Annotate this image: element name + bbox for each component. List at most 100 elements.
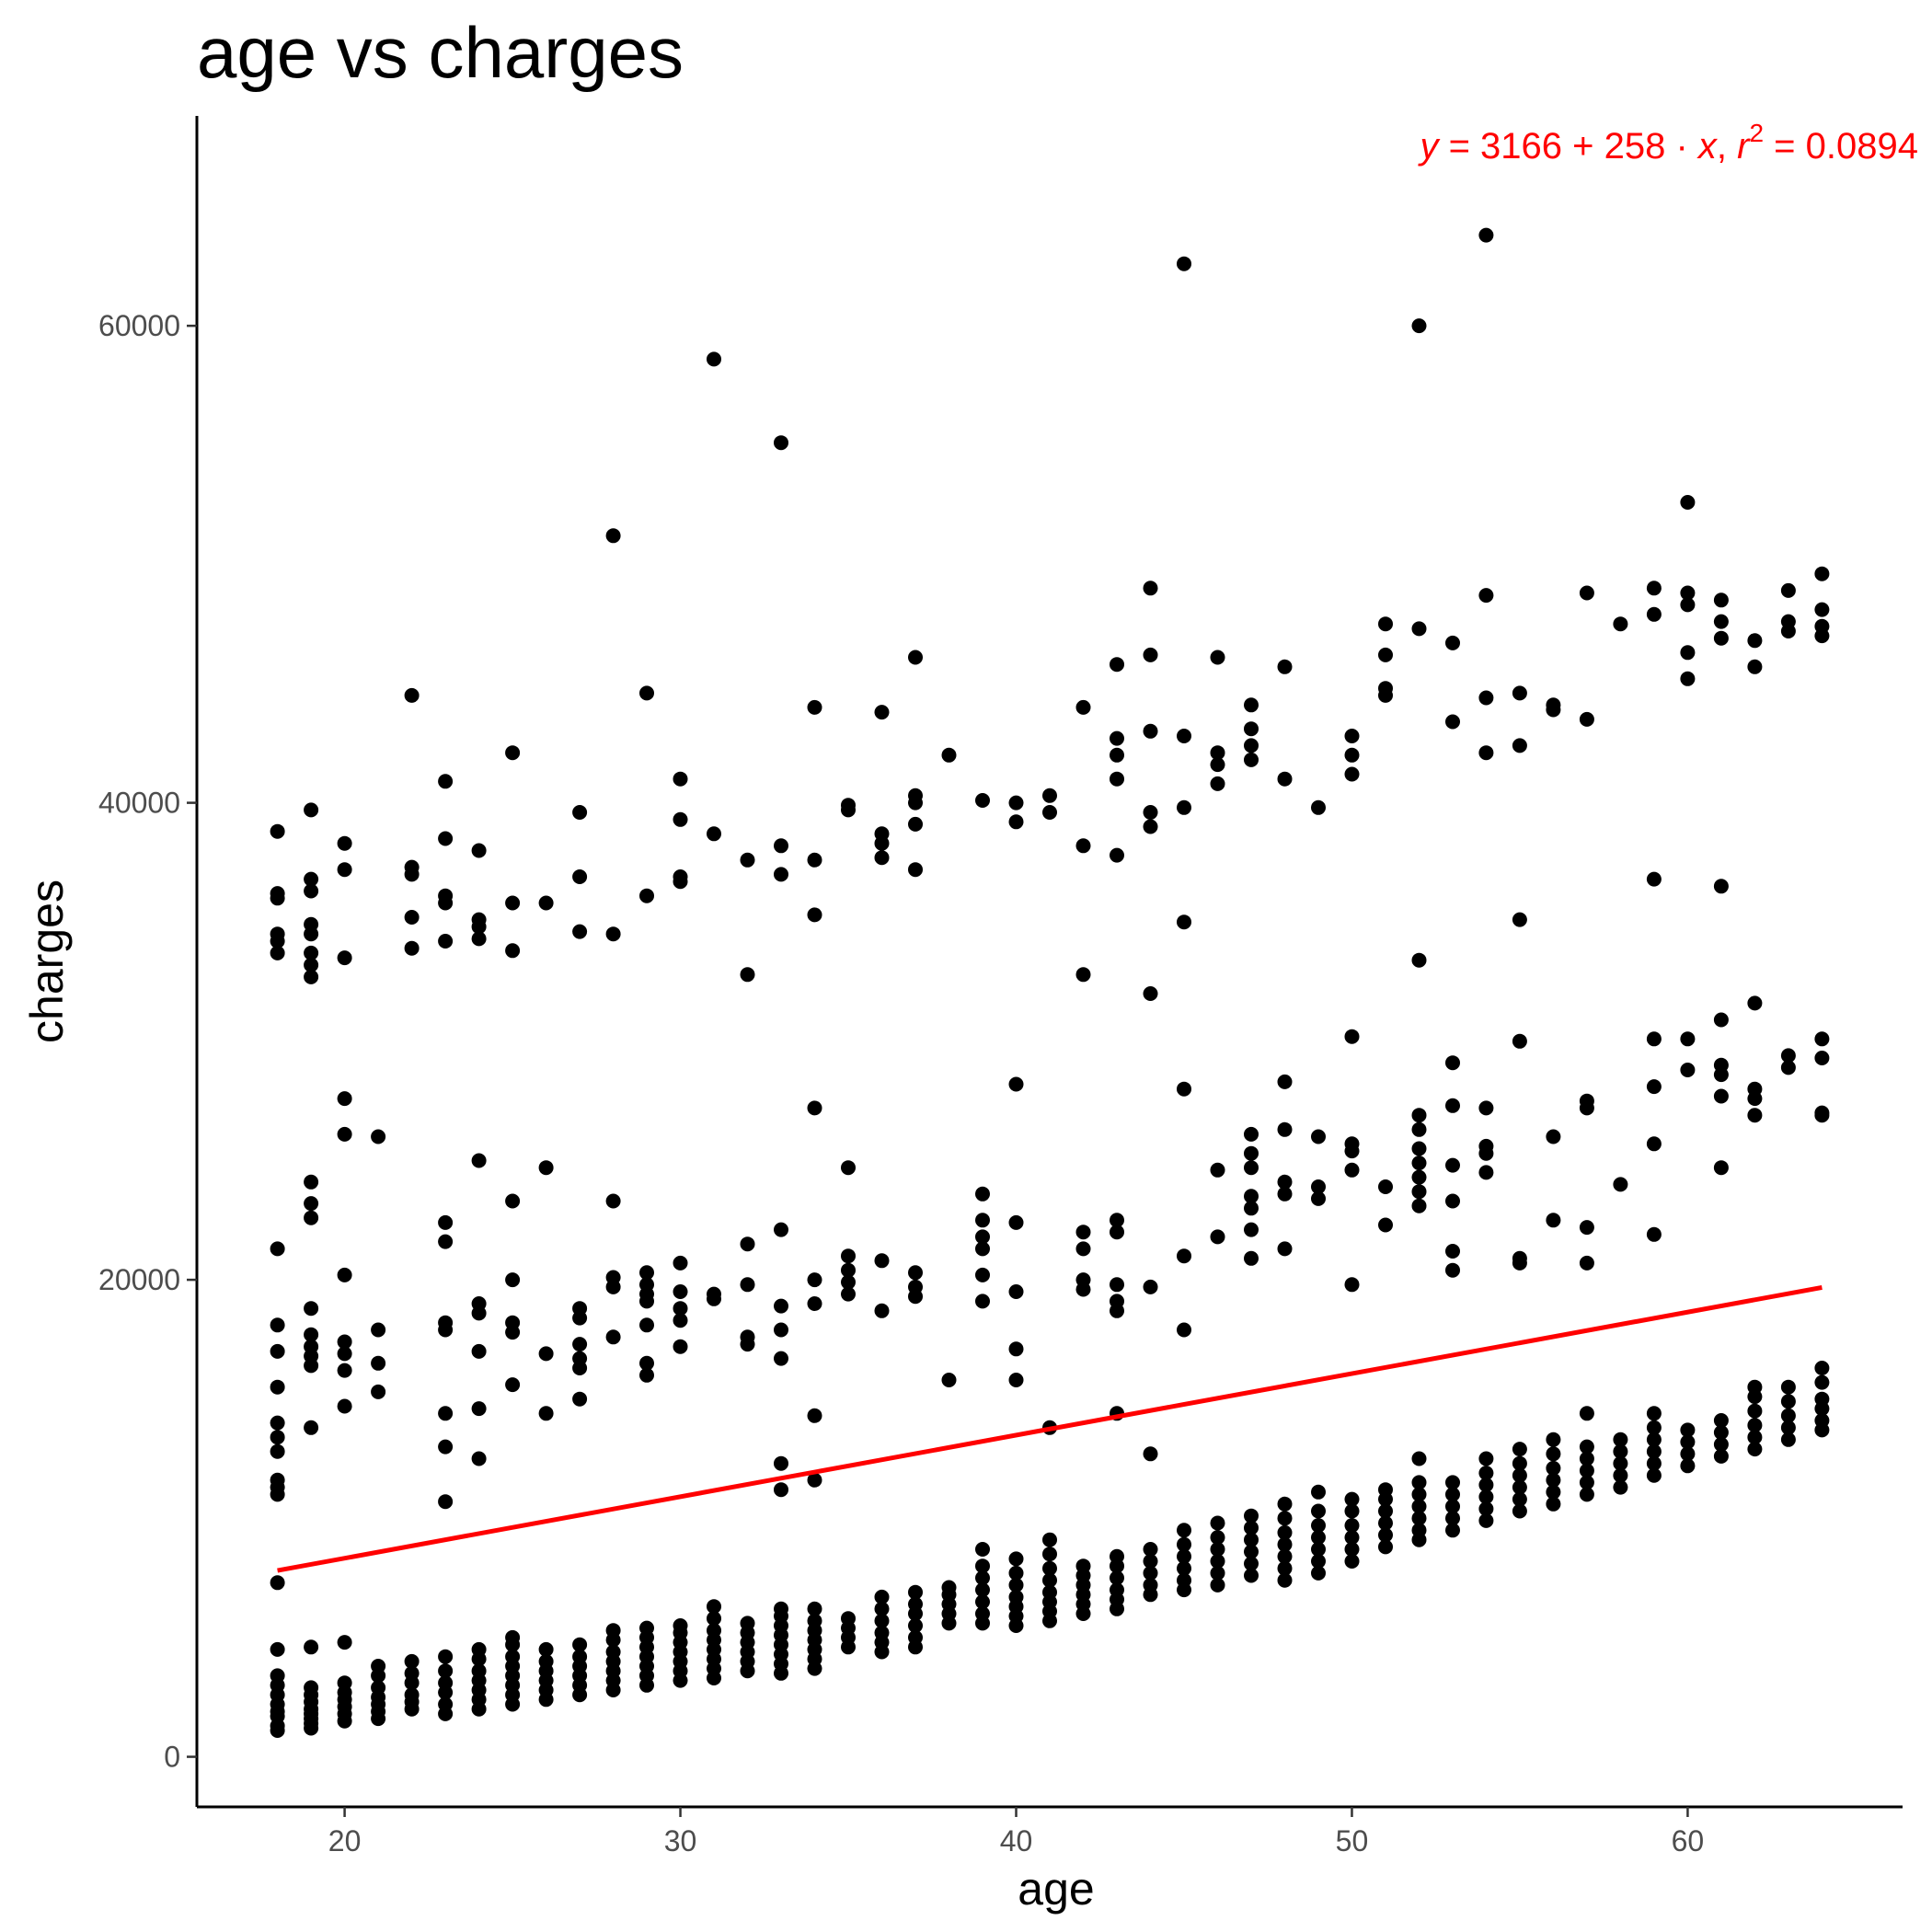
data-point (1646, 606, 1662, 622)
data-point (1646, 1031, 1662, 1047)
data-point (1277, 1511, 1293, 1526)
data-point (1411, 1184, 1427, 1200)
data-point (1579, 585, 1594, 601)
data-point (337, 1635, 352, 1650)
data-point (874, 1613, 890, 1628)
data-point (438, 1315, 454, 1330)
data-point (1713, 1057, 1729, 1073)
data-point (1344, 1136, 1360, 1152)
data-point (1008, 1373, 1024, 1387)
data-point (1814, 1051, 1830, 1065)
data-point (404, 910, 420, 925)
data-point (270, 926, 285, 942)
data-point (1244, 721, 1259, 737)
data-point (270, 945, 285, 960)
data-point (774, 1222, 788, 1237)
data-point (538, 1653, 554, 1669)
data-point (1579, 1475, 1594, 1490)
data-point (1613, 1432, 1628, 1447)
data-point (337, 1675, 352, 1691)
data-point (1478, 1100, 1494, 1116)
data-point (270, 886, 285, 902)
data-point (1579, 1406, 1594, 1421)
data-point (1680, 671, 1696, 686)
data-point (1143, 805, 1158, 820)
data-point (1512, 1250, 1527, 1266)
data-point (471, 1296, 487, 1311)
data-point (841, 1262, 856, 1278)
data-point (908, 1584, 923, 1600)
data-point (1075, 1225, 1091, 1240)
data-point (270, 1379, 285, 1395)
data-point (1344, 1491, 1360, 1507)
data-point (304, 969, 319, 984)
data-point (1445, 1523, 1460, 1538)
data-point (404, 1665, 420, 1681)
data-point (975, 1570, 990, 1586)
data-point (1143, 581, 1158, 596)
data-point (1110, 1277, 1124, 1293)
data-point (270, 1443, 285, 1459)
data-point (471, 1343, 487, 1359)
data-point (707, 1623, 721, 1639)
data-point (1244, 697, 1259, 713)
data-point (774, 1298, 788, 1314)
data-point (1814, 618, 1830, 634)
data-point (337, 862, 352, 878)
data-point (807, 1100, 822, 1116)
data-point (1143, 1542, 1158, 1557)
regression-equation-sup: 2 (1749, 119, 1764, 147)
data-point (1512, 1442, 1527, 1457)
y-tick-label: 20000 (98, 1263, 180, 1296)
data-point (270, 1430, 285, 1445)
data-point (1445, 1157, 1460, 1173)
data-point (1579, 1093, 1594, 1109)
data-point (807, 1613, 822, 1628)
data-point (1646, 1226, 1662, 1242)
data-point (1478, 227, 1494, 243)
data-point (1579, 1463, 1594, 1478)
data-point (807, 1408, 822, 1423)
data-point (1411, 1169, 1427, 1185)
data-point (438, 1406, 454, 1421)
data-point (1177, 1081, 1191, 1097)
data-point (371, 1322, 386, 1338)
data-point (1244, 1532, 1259, 1547)
data-point (1713, 1425, 1729, 1440)
data-point (1713, 1437, 1729, 1452)
data-point (639, 1355, 654, 1371)
data-point (1512, 1479, 1527, 1495)
data-point (1143, 986, 1158, 1001)
data-point (438, 1663, 454, 1679)
data-point (1478, 1466, 1494, 1481)
data-point (605, 1329, 621, 1345)
data-point (1075, 967, 1091, 983)
data-point (1445, 1487, 1460, 1502)
regression-line (277, 1284, 1823, 1573)
data-point (1713, 592, 1729, 608)
data-point (1478, 588, 1494, 604)
data-point (774, 867, 788, 882)
data-point (774, 1601, 788, 1616)
data-point (673, 771, 688, 787)
data-point (807, 852, 822, 868)
data-point (304, 945, 319, 960)
data-point (337, 1267, 352, 1282)
data-point (673, 869, 688, 884)
data-point (1646, 1079, 1662, 1095)
data-point (505, 1315, 521, 1330)
data-point (874, 850, 890, 866)
data-point (1277, 1174, 1293, 1190)
data-point (1311, 1179, 1326, 1194)
data-point (874, 1601, 890, 1616)
data-point (1780, 1048, 1796, 1064)
data-point (1546, 1496, 1561, 1512)
data-point (941, 1373, 957, 1387)
data-point (1244, 1508, 1259, 1524)
data-point (1445, 1511, 1460, 1526)
data-point (1075, 1241, 1091, 1257)
data-point (337, 1334, 352, 1350)
data-point (304, 1680, 319, 1696)
data-point (572, 869, 588, 884)
data-point (1646, 1455, 1662, 1471)
